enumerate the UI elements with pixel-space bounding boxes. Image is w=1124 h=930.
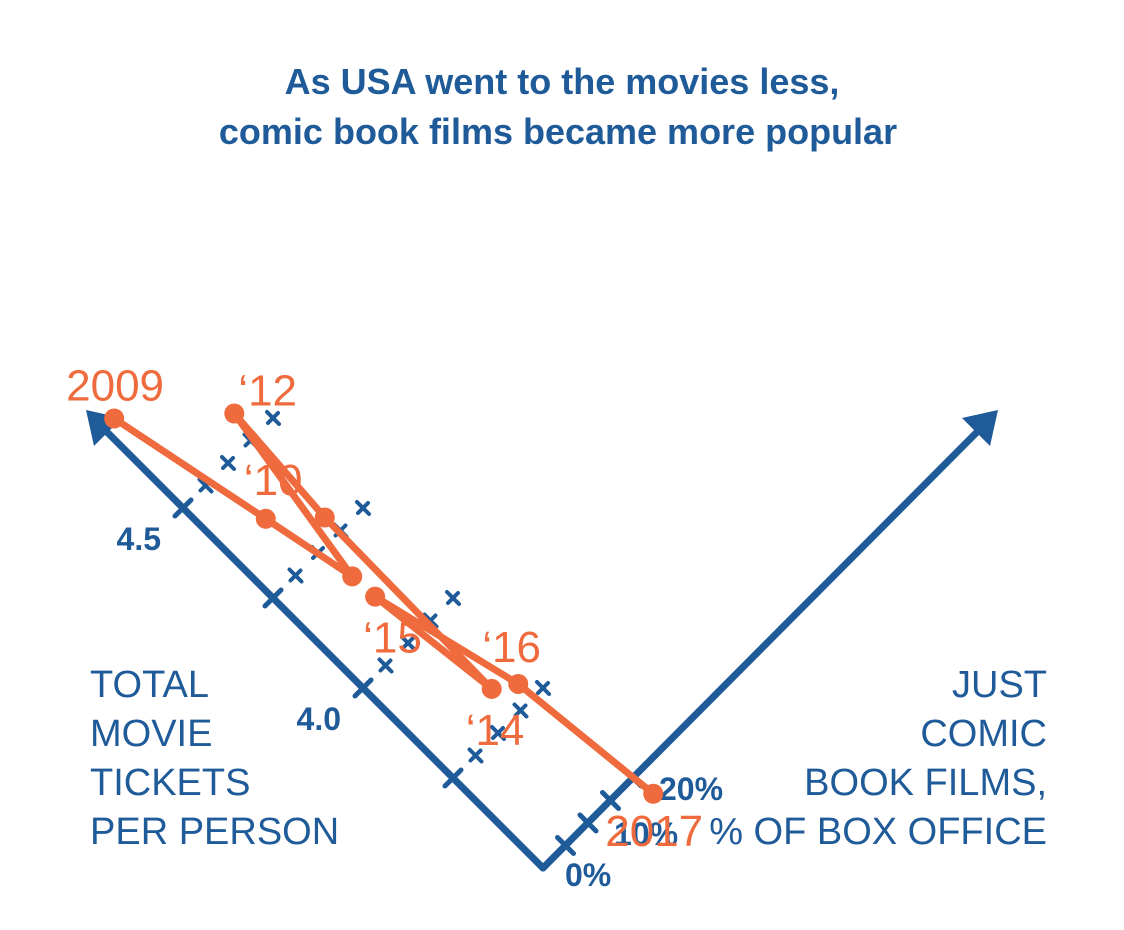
data-point xyxy=(314,507,335,528)
axis-tick-labels: 0%10% 20% 4.0 4.5 xyxy=(117,521,724,893)
grid-mark xyxy=(445,590,461,606)
data-point xyxy=(104,408,125,429)
data-point xyxy=(508,673,529,694)
data-point xyxy=(224,403,245,424)
grid-mark xyxy=(490,725,506,741)
data-point xyxy=(255,508,276,529)
x-axis-tick-label: 0% xyxy=(565,857,611,893)
grid-mark xyxy=(265,410,281,426)
chart-title-line-1: As USA went to the movies less, xyxy=(285,61,840,102)
data-point-label: 2017 xyxy=(605,807,703,856)
data-point xyxy=(481,678,502,699)
y-axis-tick xyxy=(262,587,284,609)
data-point-label: 2009 xyxy=(66,361,164,410)
y-axis-title-line-2: MOVIE xyxy=(90,713,212,755)
x-axis-arrowhead xyxy=(962,410,998,446)
x-axis-tick xyxy=(555,835,576,856)
y-axis-tick-label: 4.0 xyxy=(297,701,341,737)
y-axis-title-line-1: TOTAL xyxy=(90,664,209,706)
x-axis-title-line-4: % OF BOX OFFICE xyxy=(709,811,1047,853)
x-axis-tick-label: 10% xyxy=(614,816,678,852)
y-axis-tick xyxy=(442,767,464,789)
grid-mark xyxy=(377,657,394,674)
grid-mark xyxy=(355,500,371,516)
y-axis-title-line-4: PER PERSON xyxy=(90,811,339,853)
x-axis-tick-label: 20% xyxy=(659,771,723,807)
data-point-label: ‘14 xyxy=(466,706,525,755)
x-axis-tick xyxy=(577,812,599,834)
data-point xyxy=(643,783,664,804)
data-point-label: ‘12 xyxy=(238,367,297,416)
data-point xyxy=(365,586,386,607)
chart-title-line-2: comic book films became more popular xyxy=(219,111,897,152)
x-axis-title-line-3: BOOK FILMS, xyxy=(804,762,1047,804)
grid-mark xyxy=(400,635,416,651)
x-axis-title-line-1: JUST xyxy=(952,664,1047,706)
grid-mark xyxy=(467,747,484,764)
data-point-label: ‘10 xyxy=(244,456,303,505)
x-axis-line xyxy=(539,421,988,872)
chart-title: As USA went to the movies less, comic bo… xyxy=(219,61,897,152)
y-axis-tick xyxy=(172,497,194,519)
x-axis-title: JUST COMIC BOOK FILMS, % OF BOX OFFICE xyxy=(709,664,1047,853)
data-point-label: ‘15 xyxy=(363,614,422,663)
y-axis-tick-label: 4.5 xyxy=(117,521,161,557)
x-axis xyxy=(539,410,998,872)
y-axis-title: TOTAL MOVIE TICKETS PER PERSON xyxy=(90,664,339,853)
y-axis-title-line-3: TICKETS xyxy=(90,762,250,804)
grid-mark xyxy=(287,567,304,584)
x-axis-tick xyxy=(600,790,621,811)
x-axis-title-line-2: COMIC xyxy=(920,713,1047,755)
series-comic-book-share: 2009 ‘10 ‘12 ‘14 ‘15 ‘16 2017 xyxy=(66,361,703,855)
y-axis-line xyxy=(96,421,547,872)
data-point-label: ‘16 xyxy=(482,623,541,672)
grid-mark xyxy=(220,455,236,471)
y-axis-tick xyxy=(352,677,374,699)
grid-mark xyxy=(535,680,551,696)
data-point xyxy=(342,566,363,587)
grid-mark xyxy=(512,702,529,719)
